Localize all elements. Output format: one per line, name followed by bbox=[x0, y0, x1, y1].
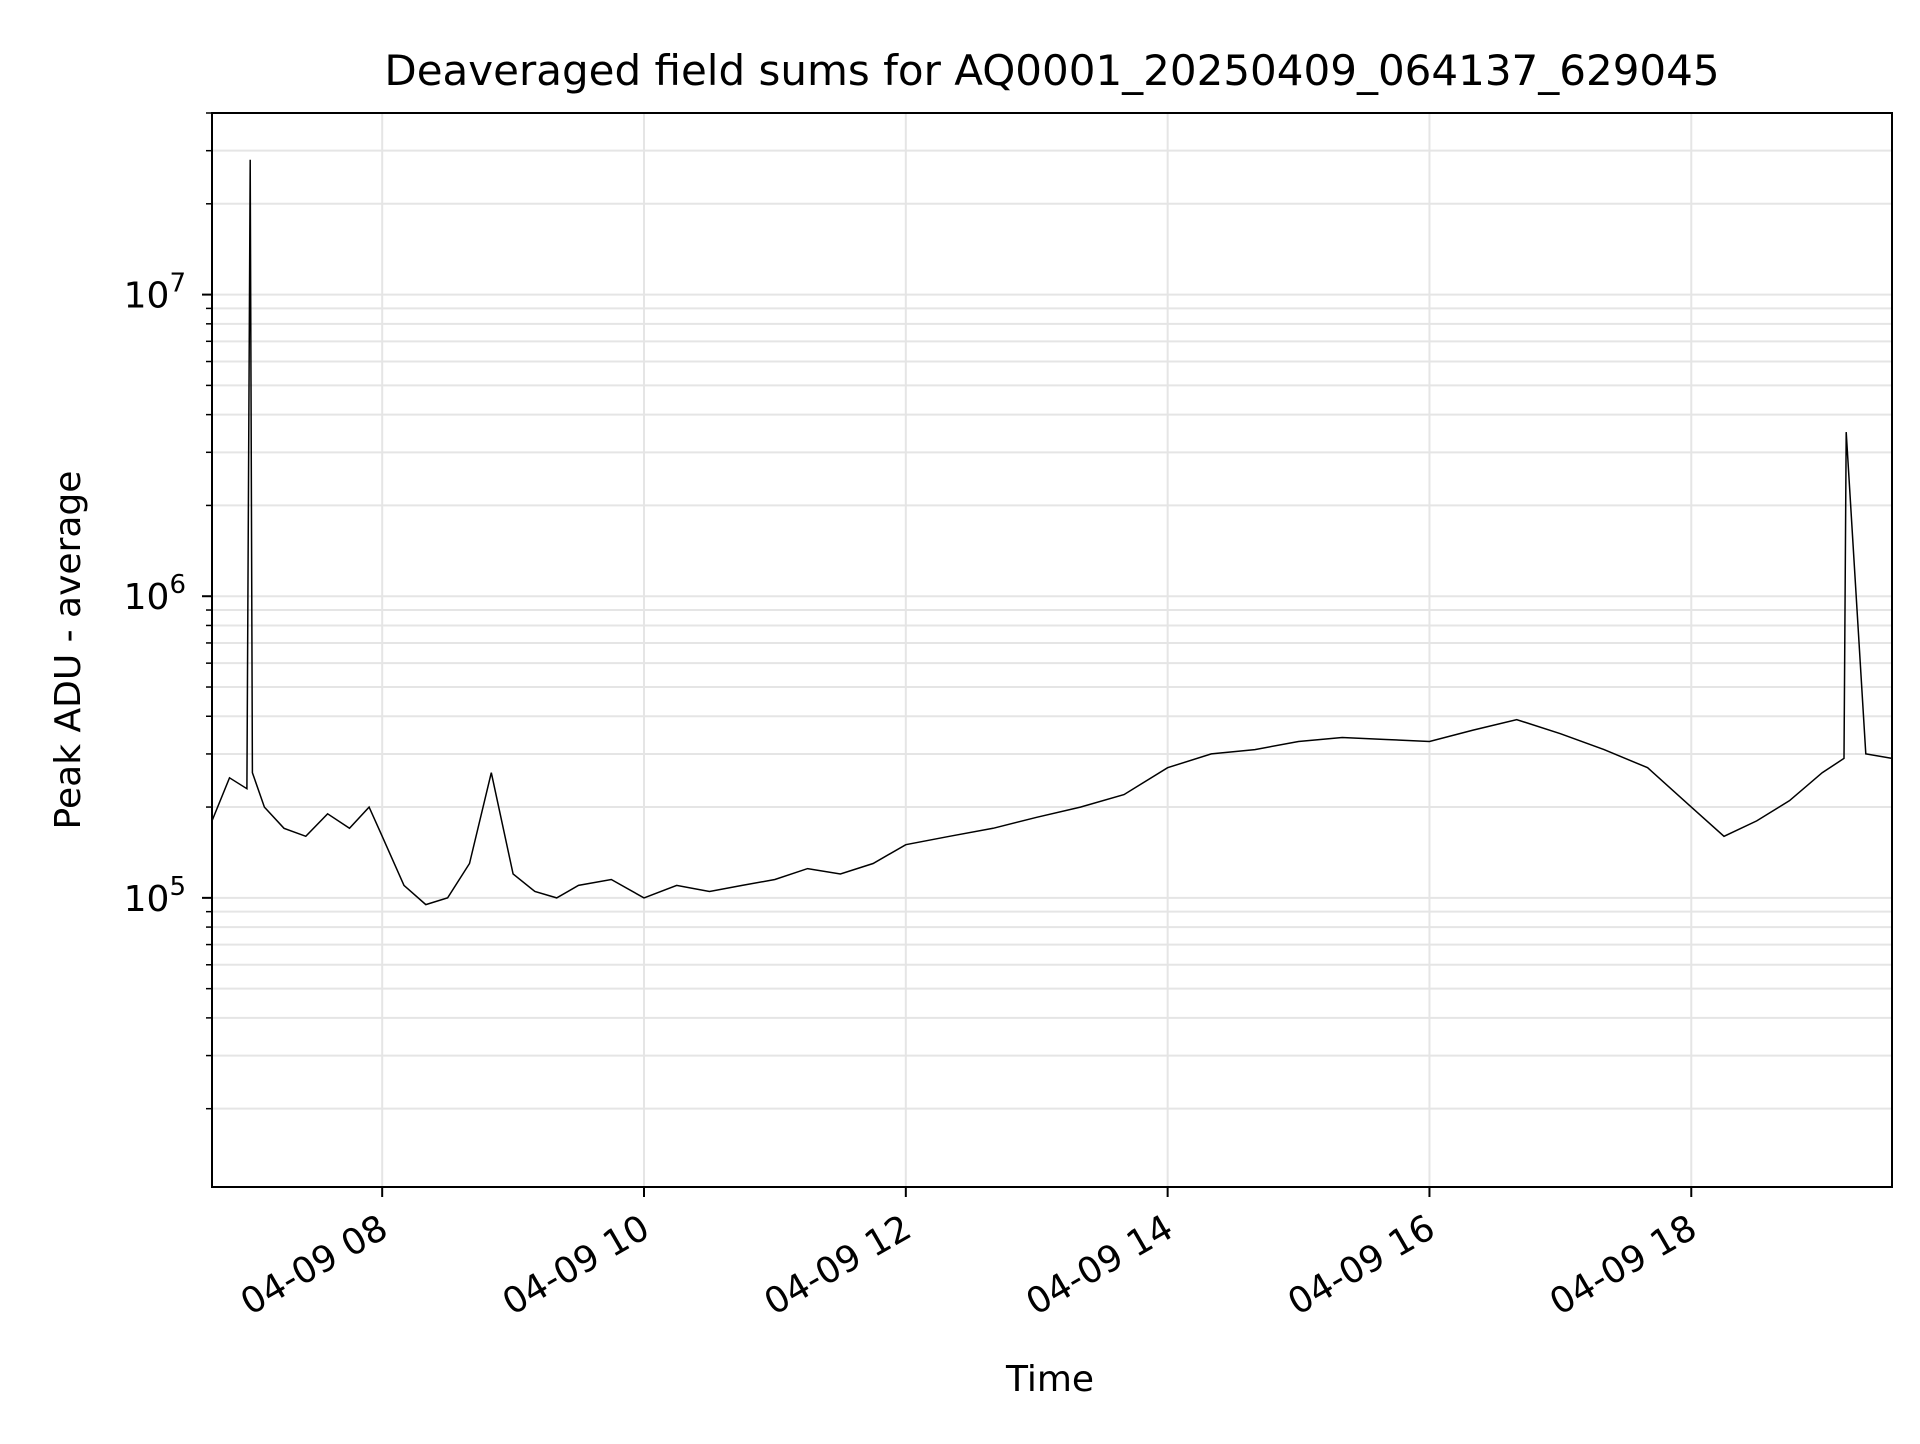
series-line bbox=[211, 159, 1893, 906]
y-axis-label: Peak ADU - average bbox=[48, 471, 89, 830]
plot-frame bbox=[211, 112, 1893, 1188]
y-tick-label: 105 bbox=[124, 872, 186, 920]
y-tick-label: 106 bbox=[124, 570, 186, 618]
y-tick-label: 107 bbox=[124, 269, 186, 317]
grid bbox=[212, 112, 1892, 1187]
chart-title: Deaveraged field sums for AQ0001_2025040… bbox=[384, 46, 1719, 95]
y-axis-ticks: 105 106 107 bbox=[124, 112, 212, 1110]
x-axis-label: Time bbox=[1005, 1359, 1094, 1400]
series-line-group bbox=[211, 159, 1893, 906]
